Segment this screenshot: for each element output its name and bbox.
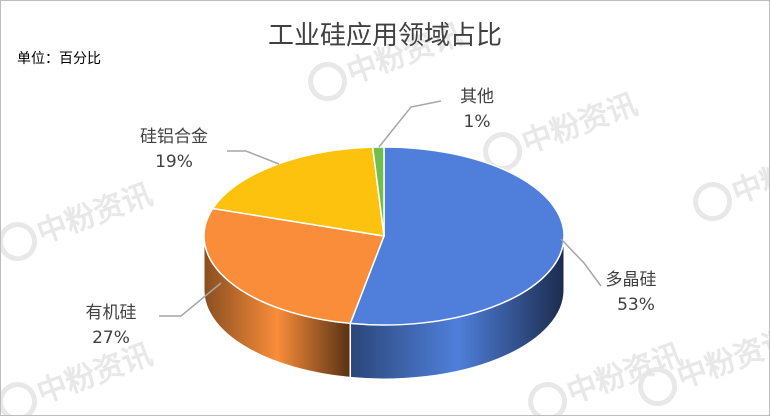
svg-text:中粉资讯: 中粉资讯: [672, 322, 769, 396]
svg-text:中粉资讯: 中粉资讯: [32, 177, 157, 251]
unit-note: 单位：百分比: [17, 51, 101, 67]
slice-label: 有机硅: [86, 303, 137, 323]
leader-line: [560, 238, 602, 287]
pie-slice-1[interactable]: [203, 207, 386, 325]
pie-slice-2[interactable]: [211, 146, 385, 237]
slice-value: 53%: [617, 295, 655, 315]
watermark: 中粉资讯: [693, 137, 769, 222]
slice-value: 19%: [155, 152, 193, 172]
slice-value: 1%: [464, 112, 491, 132]
slice-label: 硅铝合金: [140, 127, 208, 147]
slice-label: 其他: [460, 87, 494, 107]
pie-slice-3[interactable]: [371, 146, 385, 237]
leader-line: [227, 150, 280, 165]
slice-label: 多晶硅: [606, 270, 657, 290]
pie-slice-0[interactable]: [349, 146, 565, 326]
svg-text:中粉资讯: 中粉资讯: [517, 87, 642, 161]
watermark: 中粉资讯: [483, 87, 642, 172]
leader-line: [378, 100, 442, 148]
svg-text:中粉资讯: 中粉资讯: [32, 337, 157, 411]
svg-text:中粉资讯: 中粉资讯: [727, 137, 769, 211]
watermark: 中粉资讯: [1, 337, 157, 415]
slice-value: 27%: [92, 328, 130, 348]
leader-line: [159, 282, 222, 317]
chart-title: 工业硅应用领域占比: [267, 21, 502, 51]
watermark: 中粉资讯: [1, 177, 157, 262]
